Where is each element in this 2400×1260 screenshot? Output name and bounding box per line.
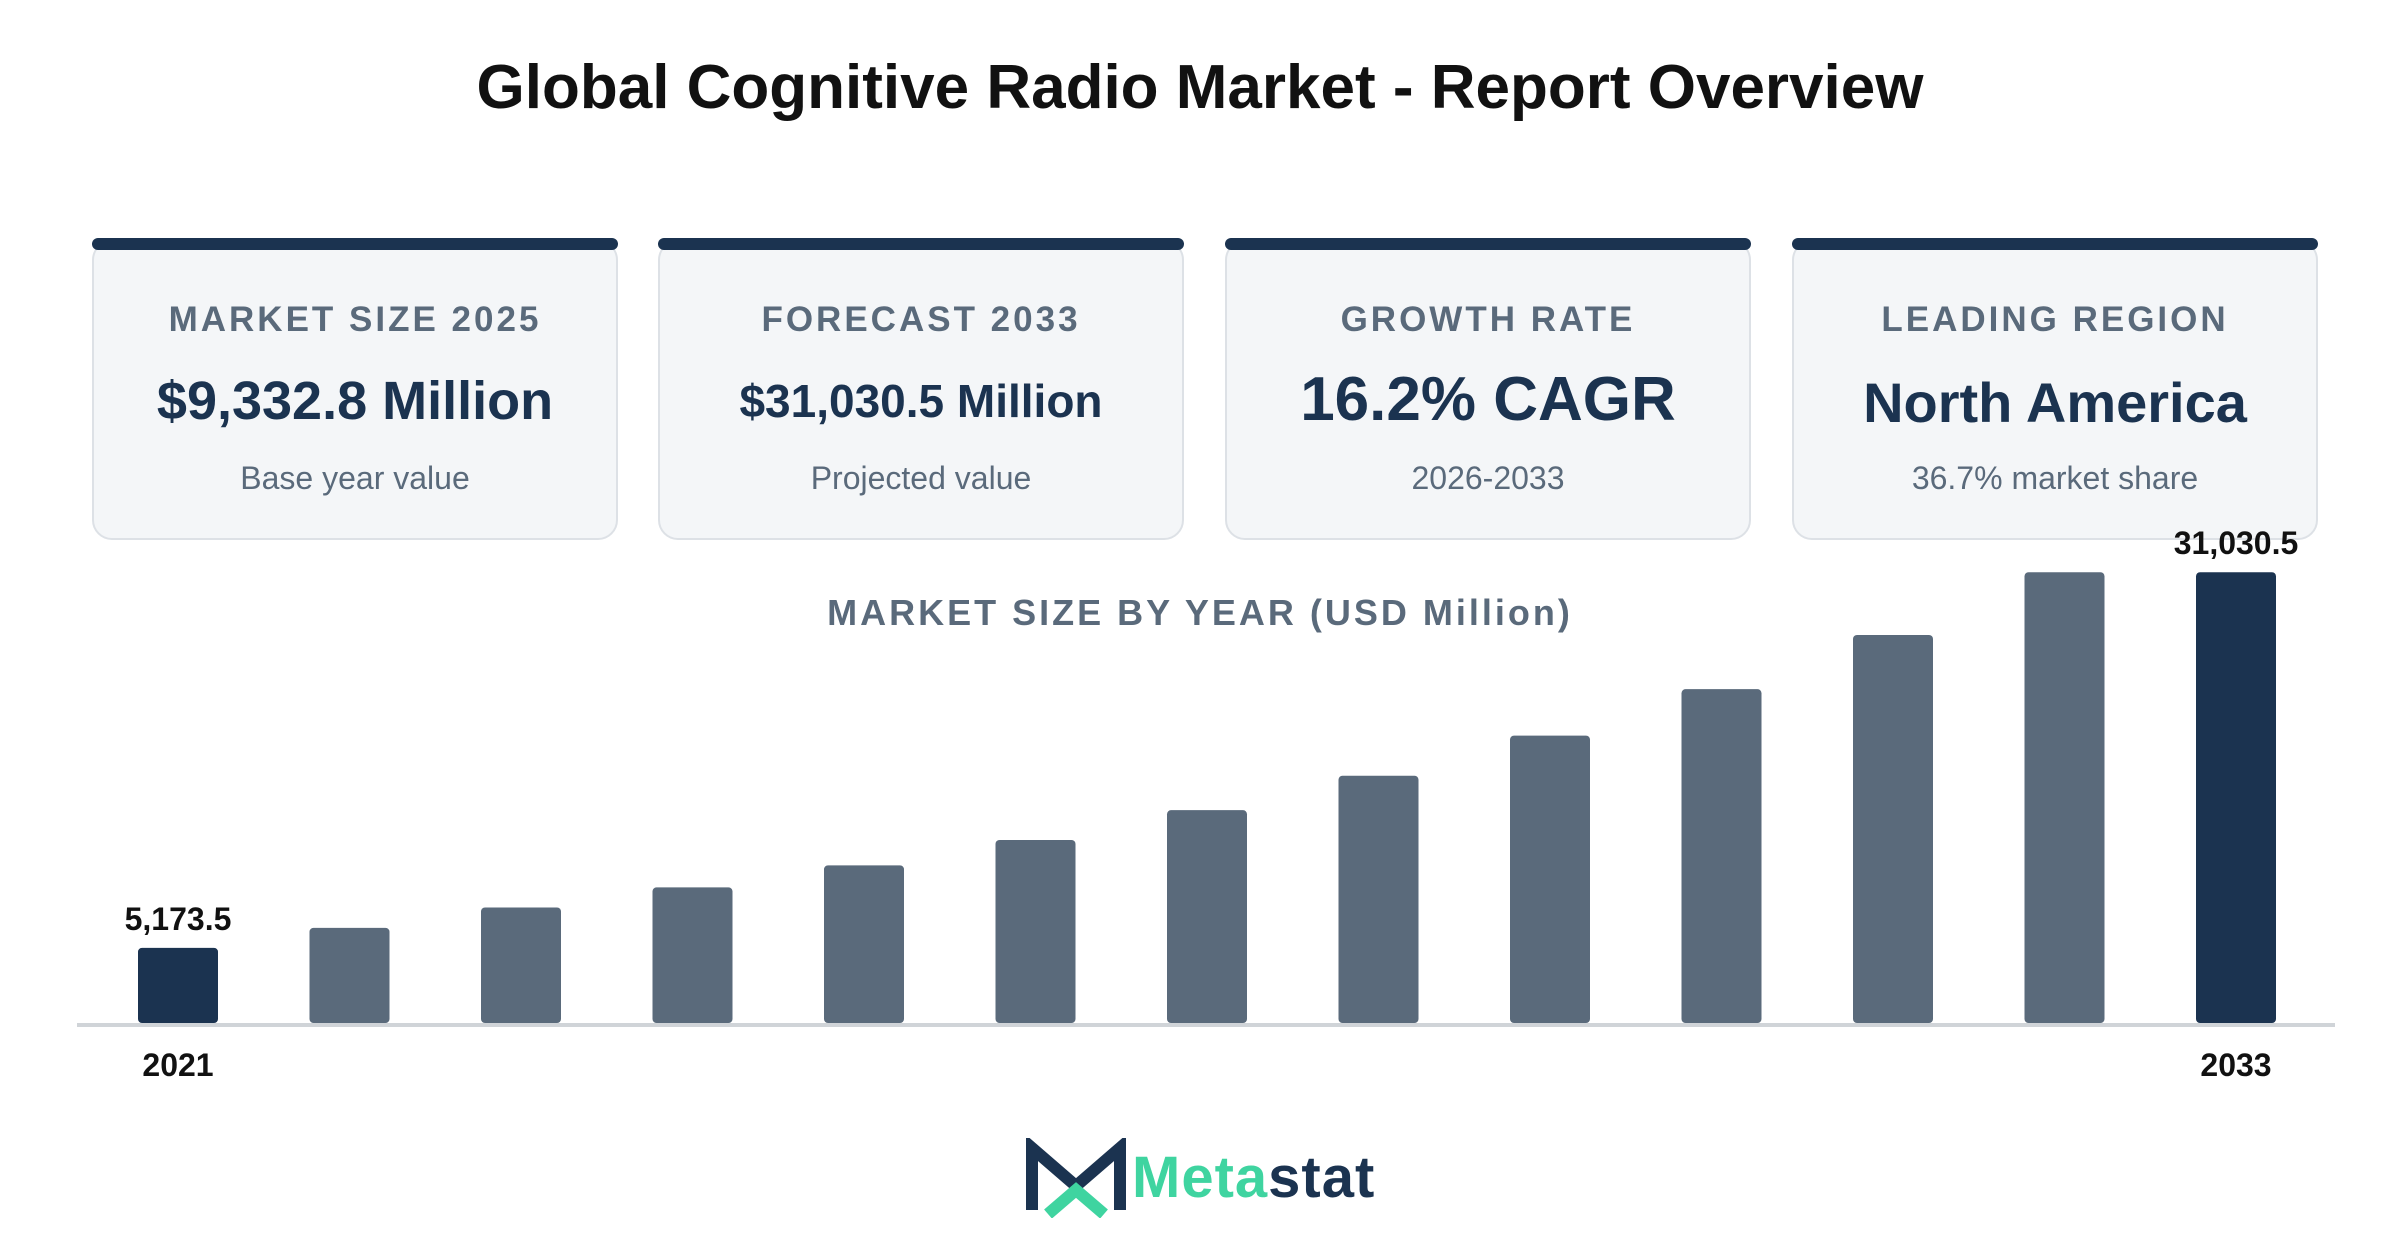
chart-title: MARKET SIZE BY YEAR (USD Million) (827, 592, 1573, 633)
metastat-logo: Metastat (1026, 1134, 1426, 1219)
bar-2033 (2196, 572, 2276, 1023)
card-growth-rate: GROWTH RATE 16.2% CAGR 2026-2033 (1225, 238, 1751, 540)
card-accent-bar (1792, 238, 2318, 250)
bar-2022 (309, 927, 390, 1023)
page-title: Global Cognitive Radio Market - Report O… (476, 53, 1924, 122)
card-sub: 2026-2033 (1411, 460, 1565, 496)
bar-2032 (2024, 572, 2105, 1023)
card-accent-bar (658, 238, 1184, 250)
card-forecast: FORECAST 2033 $31,030.5 Million Projecte… (658, 238, 1184, 540)
bar-2025 (824, 865, 904, 1023)
card-label: FORECAST 2033 (761, 300, 1081, 339)
data-label-2033: 31,030.5 (2174, 525, 2299, 561)
bar-2030 (1681, 689, 1762, 1023)
card-value: $31,030.5 Million (739, 375, 1103, 427)
card-value: North America (1863, 371, 2247, 434)
logo-text-meta: Meta (1132, 1145, 1269, 1210)
card-label: LEADING REGION (1881, 300, 2229, 339)
card-label: GROWTH RATE (1340, 300, 1636, 339)
bar-2021 (138, 947, 218, 1023)
card-accent-bar (1225, 238, 1751, 250)
card-leading-region: LEADING REGION North America 36.7% marke… (1792, 238, 2318, 540)
bar-2028 (1338, 775, 1419, 1023)
metastat-logo-text: Metastat (1132, 1144, 1375, 1211)
bar-2031 (1853, 634, 1933, 1023)
bar-2027 (1167, 810, 1247, 1023)
metastat-logo-icon (1026, 1134, 1126, 1219)
x-tick-label-2033: 2033 (2200, 1047, 2271, 1083)
card-market-size: MARKET SIZE 2025 $9,332.8 Million Base y… (92, 238, 618, 540)
card-sub: Base year value (240, 460, 470, 496)
bar-2024 (652, 887, 733, 1023)
bar-2023 (481, 907, 561, 1023)
card-sub: Projected value (810, 460, 1032, 496)
summary-cards: MARKET SIZE 2025 $9,332.8 Million Base y… (92, 238, 2318, 544)
card-accent-bar (92, 238, 618, 250)
bar-2026 (995, 839, 1076, 1023)
logo-text-stat: stat (1268, 1145, 1376, 1210)
card-label: MARKET SIZE 2025 (168, 300, 542, 339)
card-sub: 36.7% market share (1911, 460, 2199, 496)
bar-chart: 5,173.5 2021 31,030.5 2033 (77, 525, 2335, 1083)
data-label-2021: 5,173.5 (125, 901, 232, 937)
x-tick-label-2021: 2021 (142, 1047, 213, 1083)
card-value: 16.2% CAGR (1300, 365, 1676, 434)
bar-2029 (1510, 735, 1590, 1023)
card-value: $9,332.8 Million (156, 371, 554, 431)
